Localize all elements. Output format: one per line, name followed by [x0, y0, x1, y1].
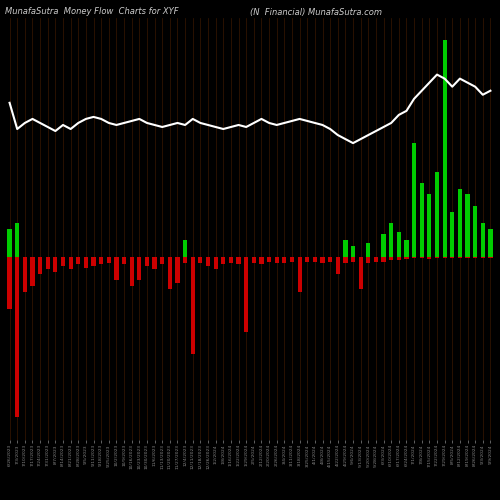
Bar — [389, 258, 394, 260]
Bar — [351, 258, 355, 262]
Bar — [122, 258, 126, 264]
Bar — [106, 258, 111, 263]
Bar — [198, 258, 202, 263]
Bar — [305, 258, 310, 262]
Bar — [435, 172, 439, 258]
Bar — [442, 40, 446, 258]
Bar — [61, 258, 65, 266]
Bar — [320, 258, 324, 263]
Bar — [396, 232, 401, 258]
Bar — [130, 258, 134, 286]
Bar — [183, 240, 187, 258]
Bar — [8, 258, 12, 308]
Bar — [160, 258, 164, 264]
Bar — [145, 258, 149, 266]
Bar — [92, 258, 96, 266]
Bar — [84, 258, 88, 268]
Bar — [336, 258, 340, 274]
Bar — [358, 258, 363, 288]
Bar — [99, 258, 103, 264]
Bar — [366, 258, 370, 263]
Bar — [236, 258, 240, 264]
Bar — [488, 229, 492, 258]
Bar — [267, 258, 271, 262]
Bar — [137, 258, 141, 280]
Bar — [396, 258, 401, 260]
Bar — [313, 258, 317, 262]
Bar — [168, 258, 172, 288]
Bar — [183, 258, 187, 263]
Bar — [374, 258, 378, 262]
Bar — [366, 243, 370, 258]
Bar — [229, 258, 233, 263]
Bar — [344, 240, 347, 258]
Bar — [22, 258, 27, 292]
Text: MunafaSutra  Money Flow  Charts for XYF: MunafaSutra Money Flow Charts for XYF — [5, 8, 178, 16]
Bar — [152, 258, 156, 268]
Bar — [252, 258, 256, 263]
Bar — [412, 143, 416, 258]
Bar — [176, 258, 180, 283]
Bar — [244, 258, 248, 332]
Bar — [190, 258, 195, 354]
Bar — [54, 258, 58, 272]
Bar — [114, 258, 118, 280]
Bar — [290, 258, 294, 262]
Bar — [214, 258, 218, 268]
Bar — [221, 258, 226, 264]
Bar — [76, 258, 80, 264]
Bar — [206, 258, 210, 266]
Bar — [458, 189, 462, 258]
Bar — [480, 223, 485, 258]
Bar — [404, 258, 408, 259]
Bar — [15, 223, 20, 258]
Text: (N  Financial) MunafaSutra.com: (N Financial) MunafaSutra.com — [250, 8, 382, 16]
Bar — [282, 258, 286, 263]
Bar — [420, 183, 424, 258]
Bar — [428, 194, 432, 258]
Bar — [382, 234, 386, 258]
Bar — [328, 258, 332, 262]
Bar — [15, 258, 20, 417]
Bar — [344, 258, 347, 263]
Bar — [38, 258, 42, 274]
Bar — [274, 258, 279, 263]
Bar — [351, 246, 355, 258]
Bar — [473, 206, 478, 258]
Bar — [8, 229, 12, 258]
Bar — [260, 258, 264, 264]
Bar — [30, 258, 34, 286]
Bar — [389, 223, 394, 258]
Bar — [68, 258, 72, 268]
Bar — [428, 258, 432, 259]
Bar — [450, 212, 454, 258]
Bar — [298, 258, 302, 292]
Bar — [382, 258, 386, 262]
Bar — [46, 258, 50, 268]
Bar — [466, 194, 469, 258]
Bar — [404, 240, 408, 258]
